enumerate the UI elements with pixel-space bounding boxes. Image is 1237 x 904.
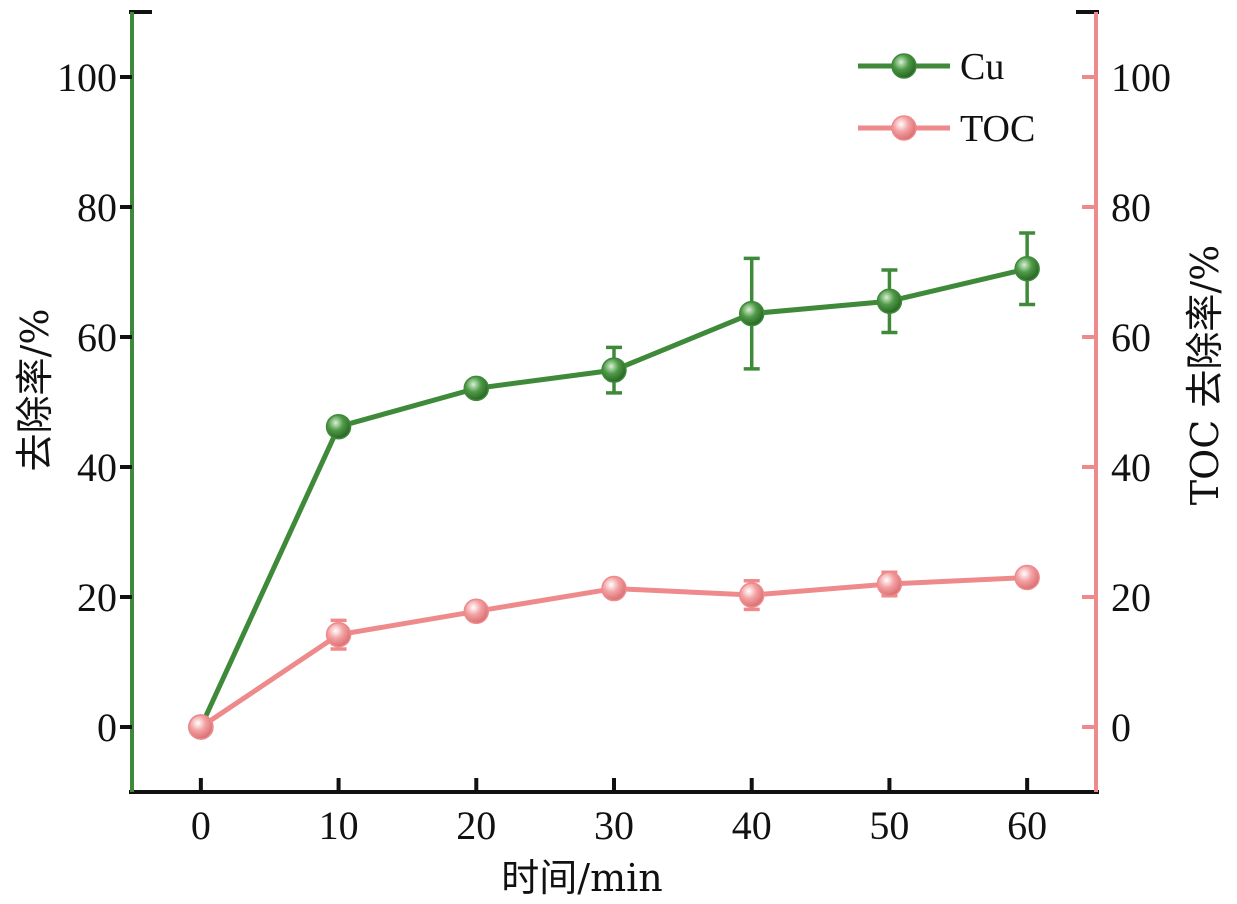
data-point — [738, 300, 765, 327]
data-point — [738, 582, 765, 608]
x-tick-label: 30 — [594, 803, 634, 848]
data-point — [463, 598, 490, 625]
x-tick-label: 50 — [869, 803, 909, 848]
series-line — [198, 266, 1028, 729]
x-axis-title: 时间/min — [501, 856, 662, 900]
y-axis-left-title: 去除率/% — [13, 309, 57, 472]
x-tick-label: 10 — [319, 803, 359, 848]
data-point — [325, 621, 352, 648]
y-right-tick-label: 80 — [1111, 185, 1151, 230]
y-left-tick-label: 0 — [97, 705, 117, 750]
y-axis-right-title: TOC 去除率/% — [1183, 245, 1227, 506]
data-point — [601, 357, 627, 383]
data-point — [325, 413, 352, 440]
y-right-tick-label: 40 — [1111, 445, 1151, 490]
legend-item-toc: TOC — [858, 108, 1035, 150]
x-tick-label: 20 — [456, 803, 496, 848]
y-left-tick-label: 20 — [77, 575, 117, 620]
legend-marker — [891, 115, 917, 141]
y-right-tick-label: 60 — [1111, 315, 1151, 360]
data-point — [188, 714, 214, 740]
y-right-tick-label: 0 — [1111, 705, 1131, 750]
legend-label: TOC — [960, 108, 1035, 150]
data-point — [601, 575, 627, 602]
series-cu — [188, 231, 1040, 740]
x-tick-label: 40 — [732, 803, 772, 848]
data-point — [1014, 256, 1040, 282]
y-left-tick-label: 60 — [77, 315, 117, 360]
y-left-tick-label: 80 — [77, 185, 117, 230]
y-left-tick-label: 40 — [77, 445, 117, 490]
legend-label: Cu — [960, 46, 1004, 88]
x-tick-label: 60 — [1007, 803, 1047, 848]
data-point — [876, 571, 903, 597]
data-point — [1014, 564, 1040, 591]
y-right-tick-label: 20 — [1111, 575, 1151, 620]
data-point — [463, 375, 490, 402]
y-right-tick-label: 100 — [1111, 55, 1171, 100]
legend-marker — [891, 53, 917, 79]
series-toc — [188, 564, 1040, 740]
legend-item-cu: Cu — [858, 46, 1004, 88]
x-tick-label: 0 — [191, 803, 211, 848]
data-point — [876, 288, 903, 314]
y-left-tick-label: 100 — [57, 55, 117, 100]
